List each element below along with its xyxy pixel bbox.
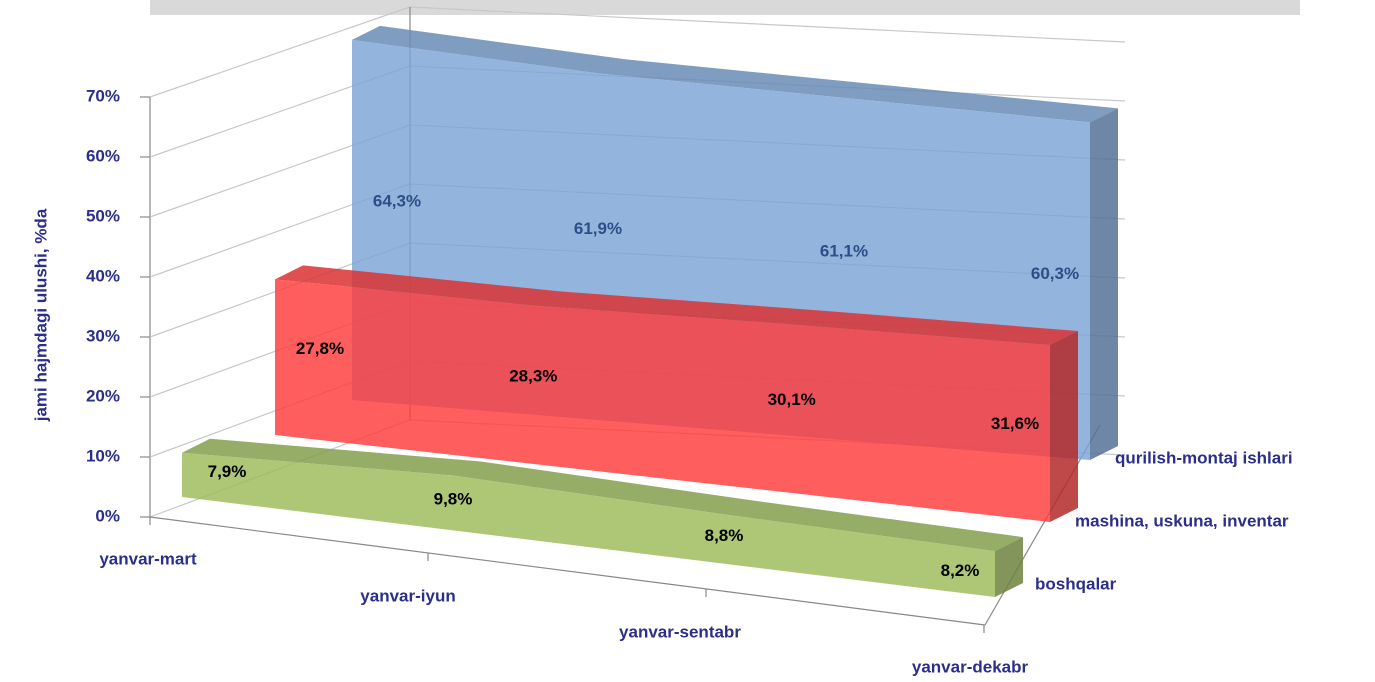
x-tick-label: yanvar-iyun [360,586,455,605]
y-tick-label: 40% [86,266,120,285]
area [275,279,1050,522]
y-tick-label: 20% [86,386,120,405]
data-label: 61,1% [820,241,868,260]
data-label: 8,2% [941,561,980,580]
data-label: 28,3% [509,366,557,385]
y-tick-label: 60% [86,146,120,165]
y-tick-label: 70% [86,86,120,105]
data-label: 64,3% [373,191,421,210]
y-tick-label: 10% [86,446,120,465]
area-side [995,537,1023,597]
data-label: 60,3% [1031,264,1079,283]
data-label: 8,8% [705,526,744,545]
data-label: 9,8% [434,490,473,509]
x-tick-label: yanvar-sentabr [619,622,741,641]
legend-label: boshqalar [1035,574,1117,593]
legend-label: qurilish-montaj ishlari [1115,448,1293,467]
data-label: 31,6% [991,414,1039,433]
data-label: 61,9% [574,219,622,238]
x-tick-label: yanvar-dekabr [912,657,1029,676]
data-label: 7,9% [208,462,247,481]
y-tick-label: 30% [86,326,120,345]
area-top [275,265,1078,346]
y-tick-label: 50% [86,206,120,225]
area-top [352,25,1118,123]
x-tick-label: yanvar-mart [99,549,197,568]
area [182,452,995,597]
area-side [1090,108,1118,460]
area-top [182,438,1023,552]
legend-label: mashina, uskuna, inventar [1075,511,1289,530]
area-side [1050,331,1078,522]
y-axis-title: jami hajmdagi ulushi, %da [31,208,50,422]
top-band [150,0,1300,15]
data-label: 27,8% [296,339,344,358]
floor-edge [149,516,986,626]
y-tick-label: 0% [95,506,120,525]
data-label: 30,1% [768,390,816,409]
